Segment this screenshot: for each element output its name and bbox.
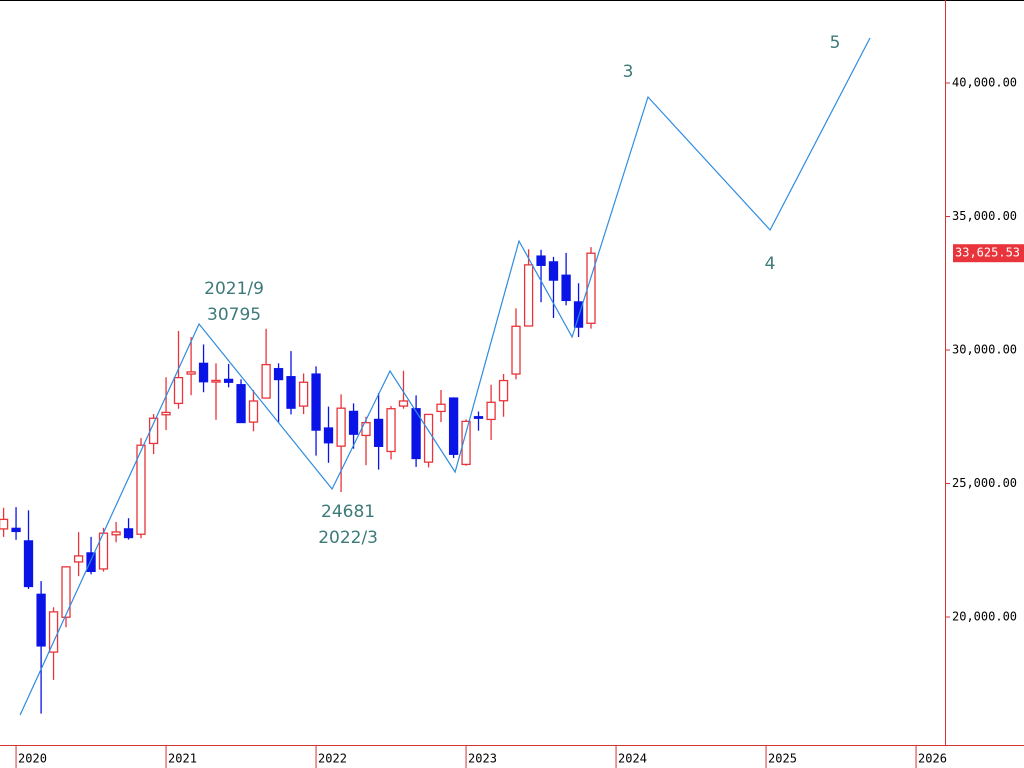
y-tick-label: 20,000.00 bbox=[952, 610, 1017, 624]
candle-body bbox=[298, 381, 309, 407]
candle-body bbox=[36, 593, 46, 647]
candle-body bbox=[398, 400, 409, 407]
candle-body bbox=[386, 408, 396, 453]
candle-body bbox=[286, 376, 296, 409]
wave-line bbox=[19, 37, 871, 716]
y-tick-label: 30,000.00 bbox=[952, 343, 1017, 357]
candle-body bbox=[111, 531, 121, 536]
candle-body bbox=[448, 397, 459, 455]
candle-body bbox=[586, 252, 596, 324]
candle-body bbox=[461, 420, 471, 466]
candle-body bbox=[573, 301, 584, 328]
candle-body bbox=[73, 555, 84, 563]
candle-body bbox=[186, 371, 196, 375]
annotation: 30795 bbox=[207, 305, 261, 325]
candle-body bbox=[23, 540, 34, 588]
candle-body bbox=[248, 400, 259, 423]
annotation: 3 bbox=[623, 62, 634, 82]
candle-body bbox=[273, 368, 284, 381]
x-tick-label: 2025 bbox=[768, 752, 797, 766]
candle-body bbox=[423, 413, 434, 463]
last-price-box bbox=[953, 244, 1024, 263]
annotation: 2021/9 bbox=[204, 279, 264, 299]
candle-body bbox=[486, 401, 496, 421]
y-tick-label: 35,000.00 bbox=[952, 209, 1017, 223]
candle-body bbox=[123, 528, 134, 539]
candle-body bbox=[498, 379, 509, 402]
x-tick-label: 2026 bbox=[918, 752, 947, 766]
annotation: 5 bbox=[830, 33, 841, 53]
candle-body bbox=[61, 566, 71, 618]
candle-body bbox=[161, 411, 171, 416]
candle-body bbox=[511, 325, 521, 375]
candle-body bbox=[523, 264, 534, 327]
last-price-label: 33,625.53 bbox=[955, 246, 1020, 260]
candle-body bbox=[0, 518, 9, 530]
x-tick-label: 2021 bbox=[168, 752, 197, 766]
candle-body bbox=[236, 384, 246, 424]
candle-body bbox=[136, 444, 146, 535]
candle-body bbox=[11, 527, 21, 533]
y-tick-label: 25,000.00 bbox=[952, 476, 1017, 490]
x-tick-label: 2024 bbox=[618, 752, 647, 766]
x-tick-label: 2020 bbox=[18, 752, 47, 766]
annotation: 24681 bbox=[321, 502, 375, 522]
candle-body bbox=[411, 408, 421, 460]
annotation: 2022/3 bbox=[318, 528, 378, 548]
candle-body bbox=[561, 274, 571, 302]
candle-body bbox=[548, 261, 559, 281]
candle-body bbox=[436, 403, 446, 413]
x-tick-label: 2023 bbox=[468, 752, 497, 766]
candle-body bbox=[323, 427, 334, 444]
candle-body bbox=[223, 378, 234, 383]
candle-body bbox=[48, 611, 59, 653]
candle-body bbox=[86, 552, 96, 572]
candle-body bbox=[311, 373, 321, 431]
annotation: 4 bbox=[765, 254, 776, 274]
candle-body bbox=[336, 407, 346, 447]
candle-body bbox=[348, 410, 359, 435]
candle-body bbox=[373, 418, 384, 447]
candle-body bbox=[261, 363, 271, 399]
candle-body bbox=[473, 416, 484, 419]
y-tick-label: 40,000.00 bbox=[952, 76, 1017, 90]
candle-body bbox=[536, 255, 546, 266]
candle-body bbox=[211, 379, 221, 383]
candle-body bbox=[173, 376, 184, 405]
candle-body bbox=[198, 362, 209, 383]
x-tick-label: 2022 bbox=[318, 752, 347, 766]
